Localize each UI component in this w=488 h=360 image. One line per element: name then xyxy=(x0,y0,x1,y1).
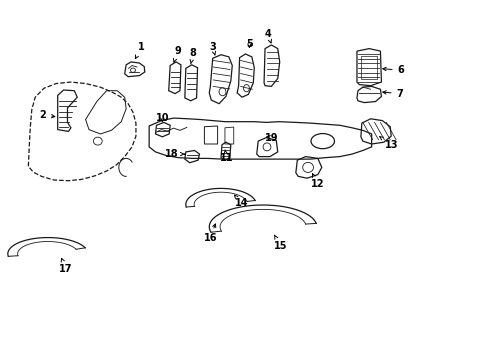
Text: 5: 5 xyxy=(245,39,252,49)
Text: 1: 1 xyxy=(135,42,145,59)
Text: 16: 16 xyxy=(203,224,217,243)
Text: 6: 6 xyxy=(382,65,404,75)
Text: 17: 17 xyxy=(59,258,73,274)
Text: 19: 19 xyxy=(264,132,278,143)
Text: 11: 11 xyxy=(219,150,233,163)
Text: 18: 18 xyxy=(165,149,184,159)
Text: 7: 7 xyxy=(382,89,403,99)
Text: 4: 4 xyxy=(264,29,271,43)
Text: 10: 10 xyxy=(155,113,169,123)
Text: 8: 8 xyxy=(189,48,196,64)
Text: 13: 13 xyxy=(379,136,397,150)
Text: 2: 2 xyxy=(40,110,55,120)
Text: 3: 3 xyxy=(209,42,216,55)
Text: 15: 15 xyxy=(273,235,286,251)
Text: 12: 12 xyxy=(310,174,324,189)
Text: 14: 14 xyxy=(234,195,248,208)
Text: 9: 9 xyxy=(173,46,181,62)
